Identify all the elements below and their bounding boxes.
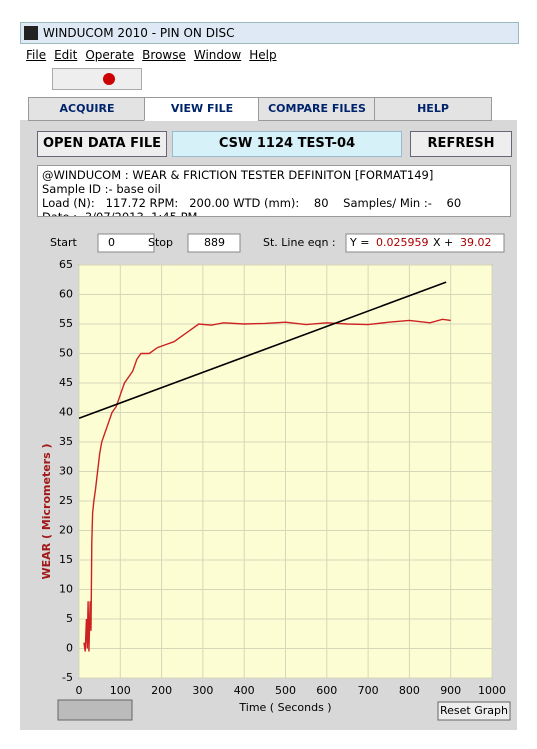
y-tick-label: 55 — [59, 317, 73, 330]
reset-label: Reset Graph — [440, 704, 508, 717]
y-tick-label: 30 — [59, 465, 73, 478]
graph-tools[interactable] — [57, 699, 133, 721]
info-line: Date :- 3/07/2013 1:45 PM — [42, 210, 198, 217]
start-field[interactable] — [97, 233, 155, 253]
eqn-slope: 0.025959 — [376, 236, 429, 249]
refresh-button[interactable]: REFRESH — [410, 131, 512, 157]
menu-item[interactable]: Operate — [85, 48, 135, 62]
x-tick-label: 0 — [76, 684, 83, 697]
y-tick-label: 50 — [59, 347, 73, 360]
eqn-x: X + — [433, 236, 453, 249]
chart: Start 0 Stop 889 St. Line eqn : Y = 0.02… — [20, 225, 517, 725]
x-tick-label: 200 — [151, 684, 172, 697]
open-button[interactable]: OPEN DATA FILE — [37, 131, 167, 157]
fit-line — [78, 281, 447, 420]
start-label: Start — [50, 236, 78, 249]
eqn-label: St. Line eqn : — [263, 236, 336, 249]
x-tick-label: 100 — [110, 684, 131, 697]
reset-button[interactable] — [437, 701, 511, 721]
eqn-y: Y = — [349, 236, 369, 249]
y-tick-label: 35 — [59, 435, 73, 448]
y-tick-label: 40 — [59, 406, 73, 419]
y-tick-label: 60 — [59, 288, 73, 301]
y-tick-label: -5 — [62, 671, 73, 684]
info-line: Load (N): 117.72 RPM: 200.00 WTD (mm): 8… — [42, 196, 462, 210]
y-tick-label: 5 — [66, 612, 73, 625]
x-tick-label: 500 — [275, 684, 296, 697]
y-tick-label: 15 — [59, 553, 73, 566]
y-tick-label: 0 — [66, 642, 73, 655]
x-tick-label: 700 — [358, 684, 379, 697]
tab[interactable]: VIEW FILE — [144, 97, 260, 121]
y-tick-label: 65 — [59, 258, 73, 271]
tab[interactable]: COMPARE FILES — [258, 97, 376, 121]
x-tick-label: 1000 — [478, 684, 506, 697]
menu-item[interactable]: Help — [249, 48, 277, 62]
toolbar[interactable] — [52, 68, 142, 90]
info-line: @WINDUCOM : WEAR & FRICTION TESTER DEFIN… — [42, 168, 434, 182]
x-tick-label: 800 — [399, 684, 420, 697]
title-bar: WINDUCOM 2010 - PIN ON DISC — [20, 22, 519, 44]
eqn-field — [345, 233, 505, 253]
menu-item[interactable]: File — [26, 48, 47, 62]
y-tick-label: 45 — [59, 376, 73, 389]
tab[interactable]: ACQUIRE — [28, 97, 146, 121]
x-axis-label: Time ( Seconds ) — [238, 701, 331, 714]
wear-line — [83, 318, 451, 652]
y-axis-label: WEAR ( Micrometers ) — [40, 443, 53, 579]
menu-bar: File Edit Operate Browse Window Help — [26, 48, 285, 62]
info-box: @WINDUCOM : WEAR & FRICTION TESTER DEFIN… — [37, 165, 511, 217]
y-tick-label: 20 — [59, 524, 73, 537]
window-title: WINDUCOM 2010 - PIN ON DISC — [43, 26, 235, 40]
stop-value: 889 — [204, 236, 225, 249]
file-name: CSW 1124 TEST-04 — [172, 131, 402, 157]
x-tick-label: 600 — [316, 684, 337, 697]
x-tick-label: 900 — [440, 684, 461, 697]
stop-field[interactable] — [187, 233, 241, 253]
tab[interactable]: HELP — [374, 97, 492, 121]
start-value: 0 — [108, 236, 115, 249]
menu-item[interactable]: Edit — [54, 48, 78, 62]
eqn-intercept: 39.02 — [460, 236, 492, 249]
info-line: Sample ID :- base oil — [42, 182, 161, 196]
stop-label: Stop — [148, 236, 173, 249]
menu-item[interactable]: Browse — [142, 48, 186, 62]
y-tick-label: 25 — [59, 494, 73, 507]
x-tick-label: 400 — [234, 684, 255, 697]
y-tick-label: 10 — [59, 583, 73, 596]
menu-item[interactable]: Window — [193, 48, 242, 62]
x-tick-label: 300 — [192, 684, 213, 697]
